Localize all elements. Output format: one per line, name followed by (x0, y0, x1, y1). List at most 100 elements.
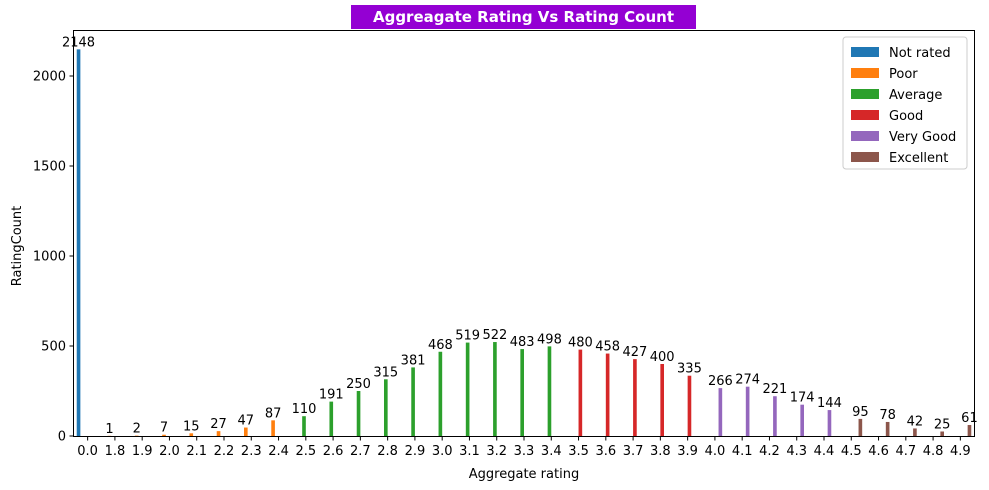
y-tick-label: 1000 (33, 250, 66, 265)
legend-swatch (851, 152, 879, 162)
data-label: 522 (482, 328, 507, 343)
data-label: 191 (319, 388, 344, 403)
data-label: 483 (510, 335, 535, 350)
x-tick-label: 4.9 (950, 444, 971, 459)
data-label: 25 (934, 418, 951, 433)
x-tick-label: 4.3 (786, 444, 807, 459)
legend-swatch (851, 131, 879, 141)
chart-title-group: Aggreagate Rating Vs Rating Count (351, 5, 696, 29)
x-axis-title: Aggregate rating (469, 467, 579, 482)
x-tick-label: 2.3 (241, 444, 262, 459)
bar (244, 427, 248, 436)
bar (773, 396, 777, 436)
data-label: 519 (455, 329, 480, 344)
data-label: 27 (210, 417, 227, 432)
data-label: 315 (373, 365, 398, 380)
plot-frame (73, 30, 975, 437)
x-tick-label: 2.5 (295, 444, 316, 459)
legend-swatch (851, 110, 879, 120)
y-tick-label: 0 (58, 430, 66, 445)
data-label: 468 (428, 338, 453, 353)
bar (885, 421, 890, 436)
legend-entry: Poor (889, 67, 918, 82)
data-label: 2148 (62, 35, 95, 50)
data-label: 400 (650, 350, 675, 365)
x-tick-label: 4.6 (868, 444, 889, 459)
bar (411, 367, 415, 436)
x-tick-label: 4.2 (759, 444, 780, 459)
chart-title: Aggreagate Rating Vs Rating Count (373, 8, 674, 26)
data-label: 335 (677, 362, 702, 377)
data-label: 61 (961, 411, 978, 426)
legend: Not rated Poor Average Good Very Good Excelle… (842, 36, 968, 170)
legend-swatch (851, 47, 879, 57)
x-tick-label: 4.7 (895, 444, 916, 459)
bar (438, 351, 443, 436)
bar (547, 346, 552, 436)
y-tick-label: 1500 (33, 160, 66, 175)
x-tick-label: 3.2 (486, 444, 507, 459)
bar (329, 401, 334, 436)
x-tick-label: 2.8 (377, 444, 398, 459)
x-tick-label: 3.8 (650, 444, 671, 459)
x-tick-label: 3.7 (623, 444, 644, 459)
x-tick-label: 3.5 (568, 444, 589, 459)
bar (356, 391, 361, 436)
x-tick-label: 3.1 (459, 444, 480, 459)
bar (189, 433, 194, 436)
bar (76, 49, 81, 437)
bar (660, 364, 664, 436)
data-label: 381 (401, 353, 426, 368)
data-label: 110 (292, 402, 317, 417)
bar (858, 418, 863, 436)
bar (687, 375, 692, 436)
x-tick-label: 3.4 (541, 444, 562, 459)
bar (578, 349, 583, 436)
data-label: 95 (852, 405, 869, 420)
bar (302, 416, 306, 436)
x-tick-label: 4.8 (923, 444, 944, 459)
x-tick-label: 2.6 (323, 444, 344, 459)
x-tick-label: 3.9 (677, 444, 698, 459)
x-tick-label: 4.4 (814, 444, 835, 459)
bar (216, 431, 221, 436)
x-tick-label: 2.7 (350, 444, 371, 459)
bar (605, 353, 610, 436)
x-tick-label: 2.4 (268, 444, 289, 459)
x-tick-label: 2.0 (159, 444, 180, 459)
x-tick-label: 0.0 (77, 444, 98, 459)
bar (162, 434, 166, 436)
data-label: 266 (708, 374, 733, 389)
data-label: 274 (735, 373, 760, 388)
x-tick-label: 4.5 (841, 444, 862, 459)
bar (800, 404, 804, 436)
x-tick-label: 3.0 (432, 444, 453, 459)
bar (745, 386, 750, 436)
x-tick-label: 3.6 (595, 444, 616, 459)
legend-entry: Good (889, 109, 923, 124)
bar (940, 431, 944, 436)
data-label: 7 (160, 421, 168, 436)
bar (384, 379, 388, 436)
data-label: 2 (133, 422, 141, 437)
data-label: 174 (790, 391, 815, 406)
x-tick-label: 1.8 (105, 444, 126, 459)
data-label: 427 (622, 345, 647, 360)
bar (493, 342, 497, 436)
x-tick-label: 1.9 (132, 444, 153, 459)
x-tick-label: 4.0 (705, 444, 726, 459)
bar (718, 388, 723, 436)
y-axis: 0 500 1000 1500 2000 (33, 70, 74, 445)
x-tick-label: 4.1 (732, 444, 753, 459)
legend-swatch (851, 89, 879, 99)
data-label: 221 (762, 382, 787, 397)
data-label: 47 (238, 414, 255, 429)
x-tick-label: 2.1 (186, 444, 207, 459)
data-label: 42 (907, 414, 924, 429)
bar (633, 359, 637, 436)
x-tick-label: 3.3 (514, 444, 535, 459)
bar (967, 425, 972, 436)
legend-entry: Not rated (889, 46, 951, 61)
